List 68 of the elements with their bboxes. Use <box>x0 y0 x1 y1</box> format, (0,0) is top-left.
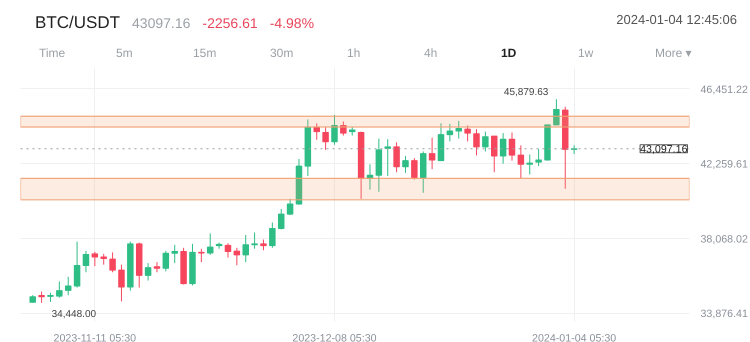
candlestick <box>144 262 152 282</box>
candlestick <box>482 131 489 152</box>
candlestick <box>278 208 284 230</box>
annotation: 45,879.63 <box>504 87 549 98</box>
candlestick <box>74 241 80 288</box>
candlestick <box>286 198 294 216</box>
text: 30m <box>270 45 294 62</box>
candlestick <box>446 123 454 142</box>
candlestick <box>224 242 232 258</box>
candlestick <box>47 292 54 302</box>
candlestick <box>92 251 98 267</box>
candlestick <box>402 156 409 174</box>
text: -4.98% <box>270 15 314 31</box>
candlestick <box>473 128 480 156</box>
candlestick <box>38 291 45 304</box>
candlestick <box>109 252 116 273</box>
candlestick <box>464 124 471 142</box>
candlestick <box>56 280 63 298</box>
x-tick-label: 2023-11-11 05:30 <box>54 332 136 342</box>
y-tick-label: 46,451.22 <box>700 84 748 96</box>
candlestick <box>100 253 107 266</box>
candlestick <box>171 244 178 264</box>
candlestick <box>411 158 418 180</box>
chart-title: BTC/USDT <box>35 13 120 32</box>
candlestick <box>269 222 276 248</box>
candlestick <box>500 132 506 164</box>
candlestick <box>64 276 72 296</box>
candlestick <box>455 120 462 140</box>
y-tick-label: 42,259.61 <box>700 158 748 171</box>
candlestick <box>428 137 436 170</box>
candlestick <box>313 122 320 140</box>
candlestick <box>366 164 374 190</box>
text: 1D <box>501 45 518 62</box>
candlestick <box>154 262 160 273</box>
candlestick <box>260 239 267 251</box>
text: 43097.16 <box>132 15 190 31</box>
candlestick <box>198 248 205 263</box>
text: More ▾ <box>655 45 693 62</box>
candlestick <box>331 114 338 146</box>
text: Time <box>39 45 66 62</box>
x-tick-label: 2024-01-04 05:30 <box>532 332 616 342</box>
text: 4h <box>424 45 438 62</box>
text: 2024-01-04 12:45:06 <box>616 11 737 29</box>
text: 1h <box>347 45 362 62</box>
y-tick-label: 33,876.41 <box>700 308 748 320</box>
candlestick <box>535 148 542 167</box>
x-tick-label: 2023-12-08 05:30 <box>292 332 377 342</box>
candlestick <box>508 132 516 162</box>
candlestick <box>393 142 400 173</box>
annotation: 34,448.00 <box>52 308 97 320</box>
text: 15m <box>193 45 218 62</box>
candlestick <box>206 232 214 256</box>
candlestick <box>322 126 329 150</box>
candlestick <box>82 250 90 273</box>
candlestick <box>162 250 170 272</box>
candlestick <box>340 120 347 136</box>
candlestick <box>490 136 498 173</box>
candlestick <box>553 98 560 126</box>
text: 5m <box>116 45 134 62</box>
text: -2256.61 <box>202 15 258 31</box>
y-tick-label: 38,068.02 <box>700 233 748 246</box>
candlestick <box>118 264 125 302</box>
text: 1w <box>578 45 594 62</box>
candlestick <box>526 154 533 175</box>
candlestick <box>242 234 249 263</box>
candlestick <box>420 150 426 194</box>
candlestick <box>518 144 524 179</box>
candlestick <box>234 247 240 266</box>
